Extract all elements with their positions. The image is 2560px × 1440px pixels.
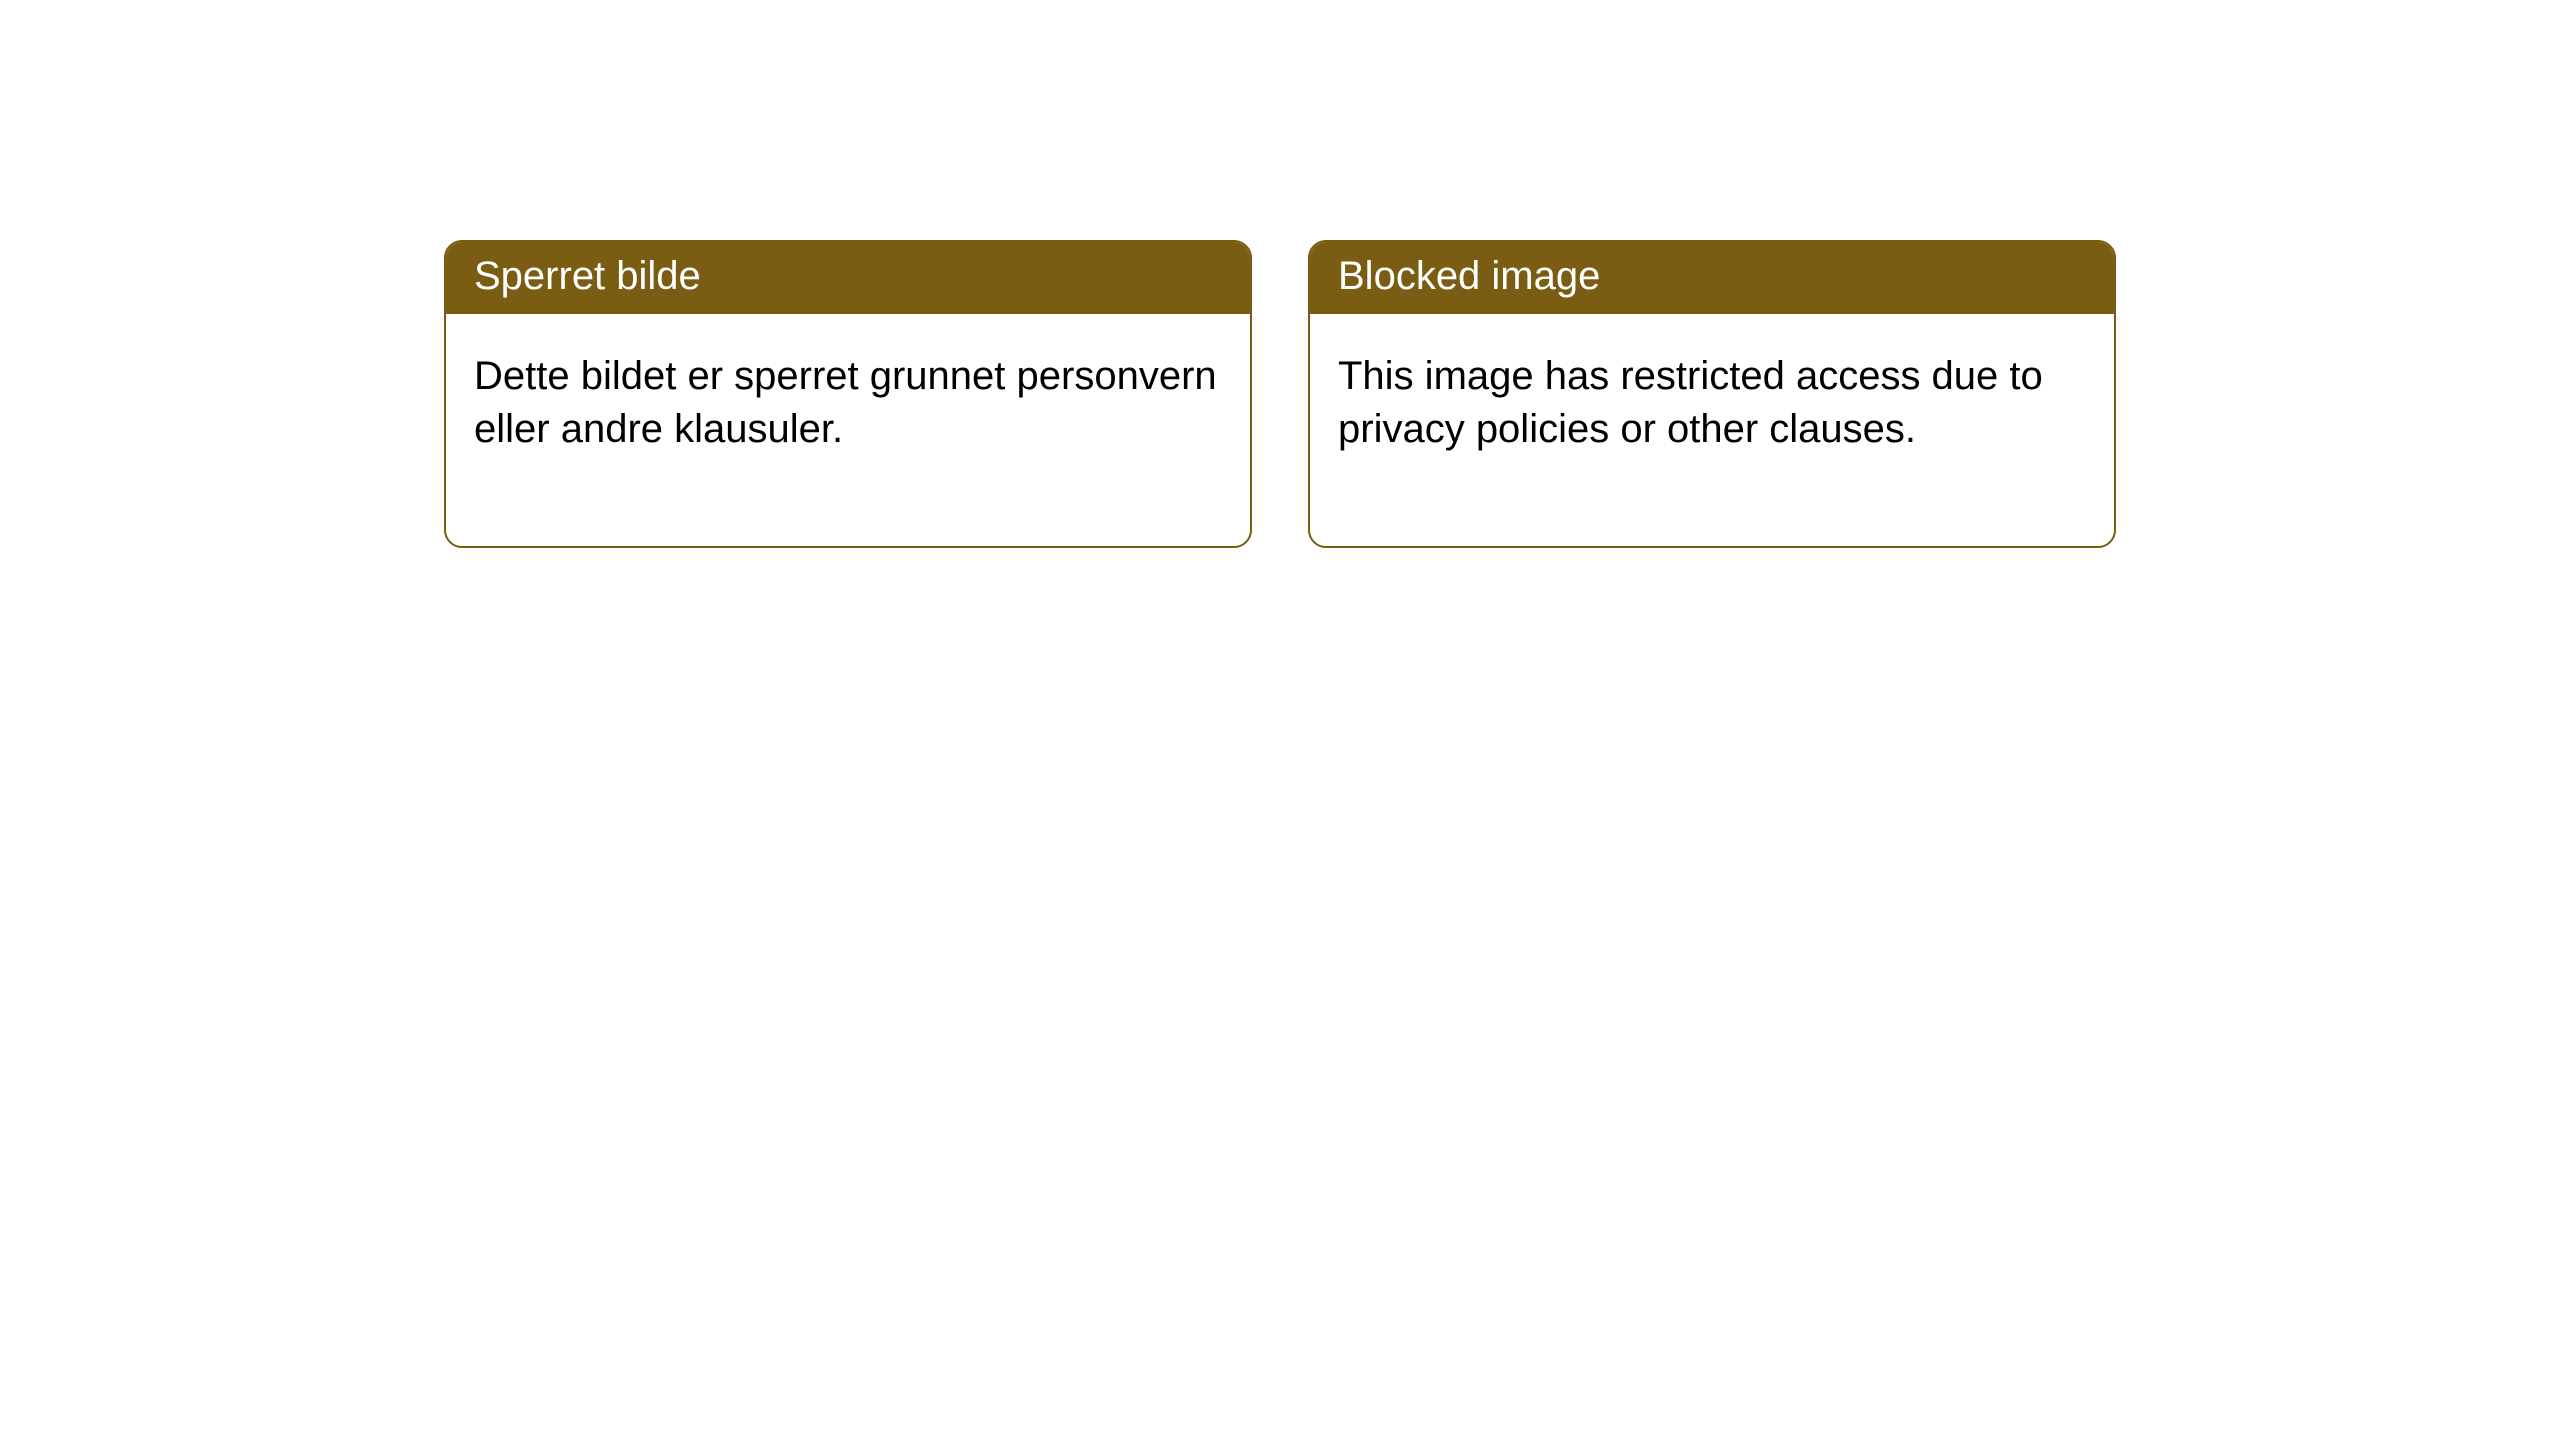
notice-card-title: Sperret bilde bbox=[446, 242, 1250, 314]
notice-card-body: Dette bildet er sperret grunnet personve… bbox=[446, 314, 1250, 546]
notice-cards-container: Sperret bilde Dette bildet er sperret gr… bbox=[444, 240, 2116, 548]
notice-card-body: This image has restricted access due to … bbox=[1310, 314, 2114, 546]
notice-card-english: Blocked image This image has restricted … bbox=[1308, 240, 2116, 548]
notice-card-norwegian: Sperret bilde Dette bildet er sperret gr… bbox=[444, 240, 1252, 548]
notice-card-title: Blocked image bbox=[1310, 242, 2114, 314]
